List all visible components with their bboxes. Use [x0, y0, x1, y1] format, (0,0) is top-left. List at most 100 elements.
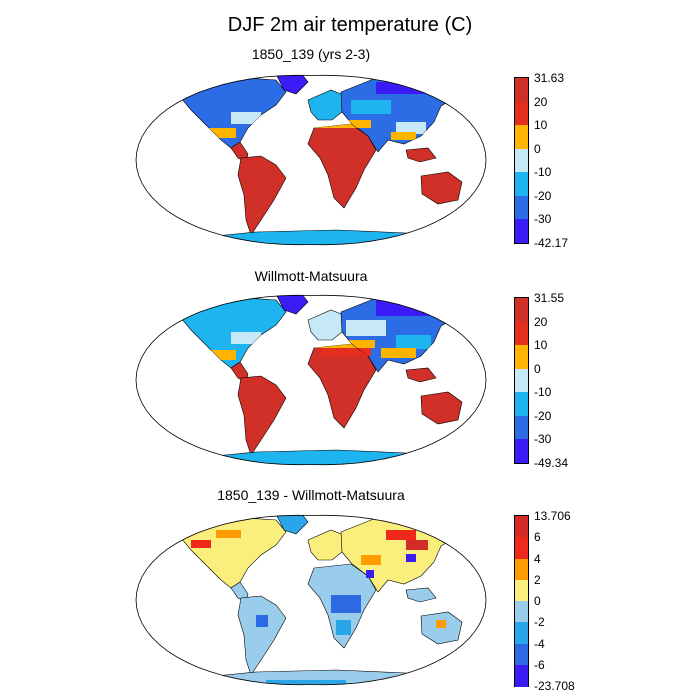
colorbar-segment	[515, 601, 528, 623]
field-patch	[396, 335, 431, 349]
colorbar-box	[514, 77, 529, 244]
panel-title-model: 1850_139 (yrs 2-3)	[251, 46, 371, 62]
colorbar-label: -30	[534, 212, 552, 227]
land-southAmerica	[237, 375, 287, 456]
field-patch	[196, 128, 236, 138]
colorbar-box	[514, 297, 529, 464]
colorbar-segment	[515, 321, 528, 346]
field-patch	[436, 620, 446, 628]
land-greenland	[275, 515, 309, 535]
field-patch	[396, 122, 426, 134]
panel-title-observed: Willmott-Matsuura	[254, 268, 368, 284]
panel-title-difference: 1850_139 - Willmott-Matsuura	[217, 487, 405, 503]
colorbar-label: 2	[534, 572, 541, 587]
colorbar-segment	[515, 148, 528, 173]
colorbar-segment	[515, 664, 528, 687]
field-patch	[406, 540, 428, 550]
field-patch	[386, 530, 416, 540]
colorbar-label: 13.706	[534, 509, 571, 523]
colorbar-label: -10	[534, 165, 552, 180]
colorbar-label: 0	[534, 361, 541, 376]
land-australia	[420, 171, 463, 205]
colorbar-segment	[515, 558, 528, 581]
land-greenland	[275, 75, 309, 95]
colorbar-segment	[515, 392, 528, 417]
field-patch	[198, 350, 236, 360]
colorbar-label: -49.34	[534, 456, 569, 470]
colorbar-label: 20	[534, 94, 548, 109]
colorbar-label: -20	[534, 188, 552, 203]
colorbar-label: 20	[534, 314, 548, 329]
land-southAmerica	[237, 155, 287, 236]
colorbar-segment	[515, 579, 528, 602]
colorbar-label: 31.55	[534, 291, 565, 305]
field-patch	[311, 120, 371, 128]
field-patch	[351, 100, 391, 114]
field-patch	[406, 554, 416, 562]
field-patch	[381, 348, 416, 358]
field-patch	[331, 595, 361, 613]
land-africa	[307, 343, 377, 429]
colorbar-segment	[515, 219, 528, 244]
colorbar-segment	[515, 78, 528, 103]
map-outline	[135, 74, 487, 246]
field-patch	[216, 530, 241, 538]
colorbar-segment	[515, 622, 528, 644]
field-patch	[361, 555, 381, 565]
land-australia	[420, 391, 463, 425]
colorbar-label: -42.17	[534, 236, 569, 250]
land-greenland	[275, 295, 309, 315]
field-patch	[266, 680, 346, 684]
field-patch	[366, 570, 374, 578]
colorbar-segment	[515, 345, 528, 370]
map-difference	[135, 514, 487, 686]
colorbar-label: 6	[534, 530, 541, 545]
field-patch	[191, 540, 211, 548]
land-antarctica	[195, 449, 437, 465]
colorbar-label: 4	[534, 551, 541, 566]
colorbar-label: -20	[534, 408, 552, 423]
land-africa	[307, 123, 377, 209]
field-patch	[336, 620, 351, 635]
colorbar-box	[514, 515, 529, 687]
colorbar-segment	[515, 516, 528, 538]
colorbar-segment	[515, 368, 528, 393]
field-patch	[321, 348, 371, 356]
field-patch	[391, 132, 416, 140]
field-patch	[256, 615, 268, 627]
field-patch	[376, 82, 436, 94]
land-southAmerica	[237, 595, 287, 676]
colorbar-label: -23.708	[534, 679, 575, 693]
colorbar-segment	[515, 298, 528, 323]
colorbar-label: 0	[534, 141, 541, 156]
colorbar-label: 0	[534, 594, 541, 608]
colorbar-segment	[515, 415, 528, 440]
colorbar-segment	[515, 125, 528, 150]
land-europe	[307, 89, 347, 121]
colorbar-label: -30	[534, 432, 552, 447]
map-outline	[135, 514, 487, 686]
field-patch	[426, 136, 438, 146]
colorbar-segment	[515, 643, 528, 666]
colorbar-segment	[515, 537, 528, 559]
field-patch	[231, 332, 261, 344]
colorbar-segment	[515, 439, 528, 464]
map-observed	[135, 294, 487, 466]
land-seAsia	[405, 147, 437, 163]
field-patch	[231, 112, 261, 124]
colorbar-segment	[515, 101, 528, 126]
colorbar-label: 10	[534, 338, 548, 353]
land-europe	[307, 529, 347, 561]
land-seAsia	[405, 367, 437, 383]
colorbar-label: -2	[534, 615, 545, 630]
colorbar-label: -10	[534, 385, 552, 400]
colorbar-segment	[515, 195, 528, 220]
colorbar-label: 31.63	[534, 71, 565, 85]
field-patch	[311, 340, 375, 348]
main-title: DJF 2m air temperature (C)	[227, 14, 473, 36]
colorbar-label: 10	[534, 118, 548, 133]
land-antarctica	[195, 229, 437, 245]
colorbar-segment	[515, 172, 528, 197]
land-europe	[307, 309, 347, 341]
colorbar-label: -4	[534, 636, 545, 651]
